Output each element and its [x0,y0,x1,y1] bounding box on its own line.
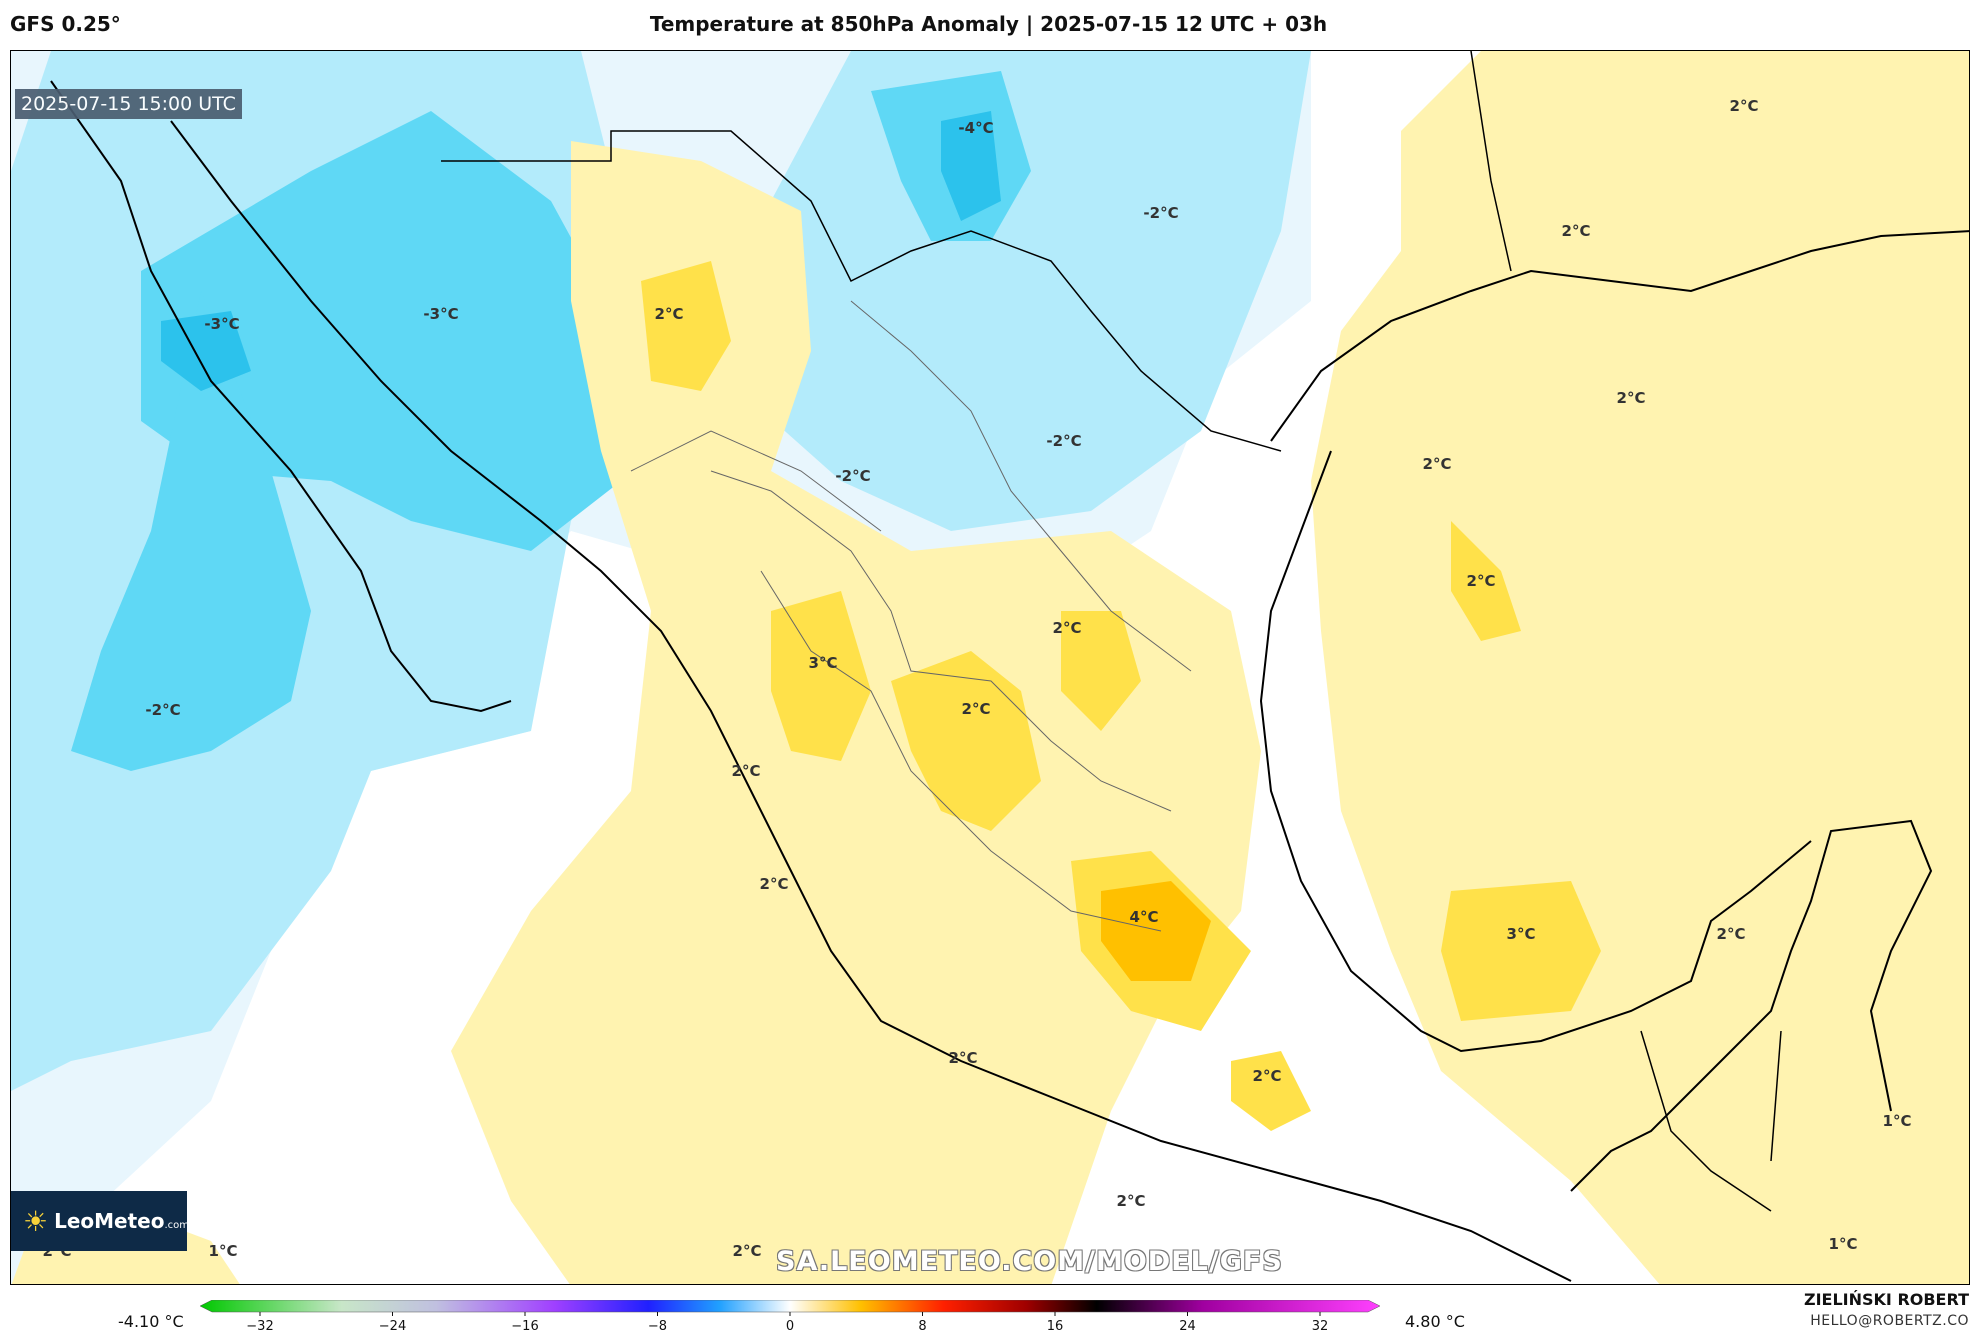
contour-label: 2°C [760,875,789,893]
contour-label: 2°C [655,305,684,323]
colorbar-ramp [200,1300,1381,1313]
contour-label: 2°C [1423,455,1452,473]
warm-anomaly-area-mid [1061,611,1141,731]
cold-anomaly-area-strong [141,111,621,551]
contour-label: 2°C [1253,1067,1282,1085]
contour-label: 3°C [809,654,838,672]
contour-label: 2°C [1467,572,1496,590]
contour-label: 1°C [1883,1112,1912,1130]
logo-text: LeoMeteo.com [54,1209,190,1233]
contour-label: -4°C [958,119,993,137]
colorbar-tick-label: −8 [648,1319,667,1334]
contour-label: 1°C [1829,1235,1858,1253]
colorbar-tick-label: 24 [1179,1319,1196,1334]
coastlines [50,80,1969,1282]
warm-anomaly-area-mid [891,651,1041,831]
colorbar-tick-label: 32 [1312,1319,1329,1334]
colorbar-ticks: −32 −24 −16 −8 0 8 16 24 32 [246,1312,1328,1334]
warm-anomaly-area-mid [771,591,871,761]
valid-time-badge: 2025-07-15 15:00 UTC [15,89,242,119]
contour-label: 2°C [1717,925,1746,943]
cold-anomaly-area-mid [711,51,1311,531]
cold-anomaly-area-strong [71,291,311,771]
author-email[interactable]: HELLO@ROBERTZ.CO [1810,1313,1969,1329]
state-borders [630,300,1192,932]
colorbar-min-label: -4.10 °C [118,1312,184,1331]
contour-labels: -4°C -2°C -3°C -3°C -2°C -2°C -2°C 2°C 2°C 2°C 2°C… [43,97,1912,1260]
political-borders [441,51,1782,1212]
colorbar: −32 −24 −16 −8 0 8 16 24 32 [200,1300,1381,1334]
colorbar-tick-label: 0 [786,1319,794,1334]
contour-label: -2°C [1143,204,1178,222]
warm-anomaly-core [1101,881,1211,981]
warm-anomaly-area-mid [1451,521,1521,641]
contour-label: 2°C [1053,619,1082,637]
site-watermark: SA.LEOMETEO.COM/MODEL/GFS [776,1246,1283,1277]
warm-anomaly-area-light [1311,51,1969,1284]
colorbar-max-label: 4.80 °C [1405,1312,1465,1331]
contour-label: 2°C [962,700,991,718]
colorbar-tick-label: 16 [1047,1319,1064,1334]
contour-label: 2°C [732,762,761,780]
warm-anomaly-area-mid [1231,1051,1311,1131]
warm-anomaly-area-mid [1441,881,1601,1021]
contour-label: -3°C [204,315,239,333]
author-name: ZIELIŃSKI ROBERT [1803,1290,1969,1309]
contour-label: 2°C [1617,389,1646,407]
anomaly-map[interactable]: -4°C -2°C -3°C -3°C -2°C -2°C -2°C 2°C 2°C 2°C 2°C… [10,50,1970,1285]
contour-label: 2°C [949,1049,978,1067]
contour-label: 4°C [1130,908,1159,926]
contour-label: 1°C [209,1242,238,1260]
contour-label: 2°C [1117,1192,1146,1210]
contour-label: -2°C [1046,432,1081,450]
contour-label: 2°C [1562,222,1591,240]
colorbar-tick-label: −24 [379,1319,406,1334]
sun-icon: ☀ [23,1204,49,1238]
colorbar-tick-label: −16 [511,1319,538,1334]
contour-label: -2°C [145,701,180,719]
contour-label: 2°C [733,1242,762,1260]
map-title: Temperature at 850hPa Anomaly | 2025-07-… [649,12,1328,36]
contour-label: -2°C [835,467,870,485]
map-canvas: -4°C -2°C -3°C -3°C -2°C -2°C -2°C 2°C 2°C 2°C 2°C… [11,51,1969,1284]
contour-label: -3°C [423,305,458,323]
model-name: GFS 0.25° [10,12,121,36]
leometeo-logo[interactable]: ☀ LeoMeteo.com [11,1191,190,1251]
cold-anomaly-core [941,111,1001,221]
colorbar-tick-label: 8 [918,1319,926,1334]
contour-label: 3°C [1507,925,1536,943]
contour-label: 2°C [1730,97,1759,115]
warm-anomaly-area-mid [641,261,731,391]
colorbar-tick-label: −32 [246,1319,273,1334]
